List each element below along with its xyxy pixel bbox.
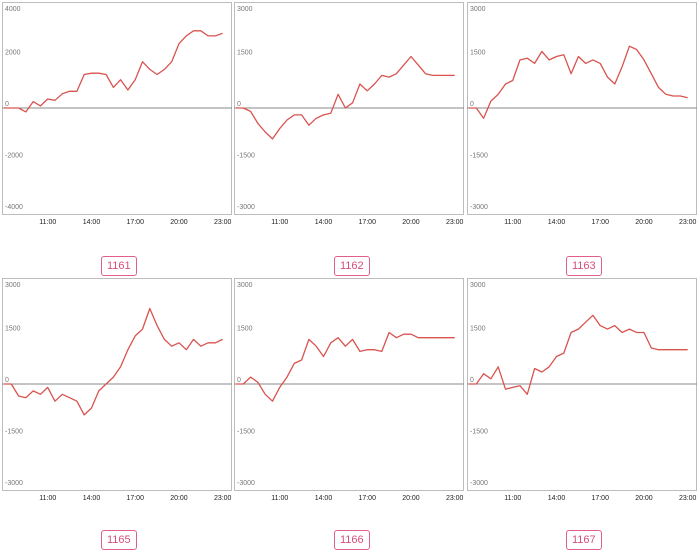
chart-panel-1165: 3000 1500 0 -1500 -3000 11:00 14:00 17:00 20:00 2… [2,278,232,502]
y-tick-label: 1500 [470,50,486,57]
x-tick-label: 17:00 [126,495,144,502]
y-tick-label: 3000 [237,282,253,289]
chart-panel-1167: 3000 1500 0 -1500 -3000 11:00 14:00 17:00 20:00 2… [467,278,697,502]
x-tick-label: 23:00 [446,219,464,226]
chart-panel-1166: 3000 1500 0 -1500 -3000 11:00 14:00 17:00 20:00 2… [234,278,464,502]
y-tick-label: -1500 [470,153,488,160]
y-tick-label: 0 [5,101,9,108]
y-tick-label: -3000 [237,480,255,487]
x-tick-label: 20:00 [170,495,188,502]
y-tick-label: 2000 [5,50,21,57]
series-line [469,314,688,395]
x-tick-label: 14:00 [548,219,566,226]
y-tick-label: -1500 [237,153,255,160]
y-tick-label: 3000 [5,282,21,289]
chart-panel-1162: 3000 1500 0 -1500 -3000 11:00 14:00 17:00 20:00 2… [234,2,464,226]
y-tick-label: -4000 [5,204,23,211]
x-tick-label: 23:00 [679,219,697,226]
x-tick-label: 23:00 [214,219,232,226]
y-tick-label: 1500 [237,50,253,57]
y-tick-label: -3000 [470,480,488,487]
x-tick-label: 14:00 [83,219,101,226]
x-tick-label: 14:00 [315,219,333,226]
y-tick-label: 1500 [470,326,486,333]
x-tick-label: 11:00 [271,219,288,226]
y-tick-label: 0 [5,377,9,384]
y-tick-label: -3000 [470,204,488,211]
y-tick-label: 1500 [237,326,253,333]
y-tick-label: 0 [237,377,241,384]
y-tick-label: 4000 [5,6,21,13]
x-tick-label: 23:00 [679,495,697,502]
x-tick-label: 11:00 [504,495,521,502]
x-tick-label: 20:00 [635,495,653,502]
y-tick-label: -2000 [5,153,23,160]
chart-label-1162[interactable]: 1162 [334,256,370,276]
x-tick-label: 14:00 [548,495,566,502]
x-tick-label: 17:00 [126,219,144,226]
series-line [469,45,688,119]
chart-svg-1165: 3000 1500 0 -1500 -3000 11:00 14:00 17:00 20:00 2… [2,278,232,502]
series-line [4,307,223,416]
series-line [236,55,455,140]
chart-panel-1161: 4000 2000 0 -2000 -4000 11:00 14:00 17:00 20:00 2… [2,2,232,226]
chart-panel-1163: 3000 1500 0 -1500 -3000 11:00 14:00 17:00 20:00 2… [467,2,697,226]
y-tick-label: -1500 [5,429,23,436]
x-tick-label: 20:00 [635,219,653,226]
x-tick-label: 23:00 [446,495,464,502]
chart-svg-1163: 3000 1500 0 -1500 -3000 11:00 14:00 17:00 20:00 2… [467,2,697,226]
x-tick-label: 11:00 [504,219,521,226]
y-tick-label: 3000 [470,6,486,13]
chart-label-1163[interactable]: 1163 [566,256,602,276]
series-line [236,331,455,402]
y-tick-label: -3000 [5,480,23,487]
x-tick-label: 17:00 [358,219,376,226]
chart-svg-1166: 3000 1500 0 -1500 -3000 11:00 14:00 17:00 20:00 2… [234,278,464,502]
x-tick-label: 11:00 [39,495,56,502]
x-tick-label: 17:00 [358,495,376,502]
y-tick-label: 0 [470,101,474,108]
x-tick-label: 20:00 [170,219,188,226]
chart-label-1166[interactable]: 1166 [334,530,370,550]
x-tick-label: 11:00 [39,219,56,226]
y-tick-label: 0 [237,101,241,108]
series-line [4,30,223,113]
chart-label-1167[interactable]: 1167 [566,530,602,550]
x-tick-label: 14:00 [315,495,333,502]
x-tick-label: 23:00 [214,495,232,502]
chart-label-1165[interactable]: 1165 [101,530,137,550]
chart-svg-1162: 3000 1500 0 -1500 -3000 11:00 14:00 17:00 20:00 2… [234,2,464,226]
x-tick-label: 17:00 [591,219,609,226]
y-tick-label: 0 [470,377,474,384]
x-tick-label: 14:00 [83,495,101,502]
y-tick-label: 3000 [470,282,486,289]
chart-svg-1161: 4000 2000 0 -2000 -4000 11:00 14:00 17:00 20:00 2… [2,2,232,226]
x-tick-label: 20:00 [402,219,420,226]
y-tick-label: -1500 [237,429,255,436]
x-tick-label: 17:00 [591,495,609,502]
y-tick-label: 3000 [237,6,253,13]
y-tick-label: -1500 [470,429,488,436]
y-tick-label: -3000 [237,204,255,211]
y-tick-label: 1500 [5,326,21,333]
chart-svg-1167: 3000 1500 0 -1500 -3000 11:00 14:00 17:00 20:00 2… [467,278,697,502]
chart-label-1161[interactable]: 1161 [101,256,137,276]
x-tick-label: 20:00 [402,495,420,502]
x-tick-label: 11:00 [271,495,288,502]
